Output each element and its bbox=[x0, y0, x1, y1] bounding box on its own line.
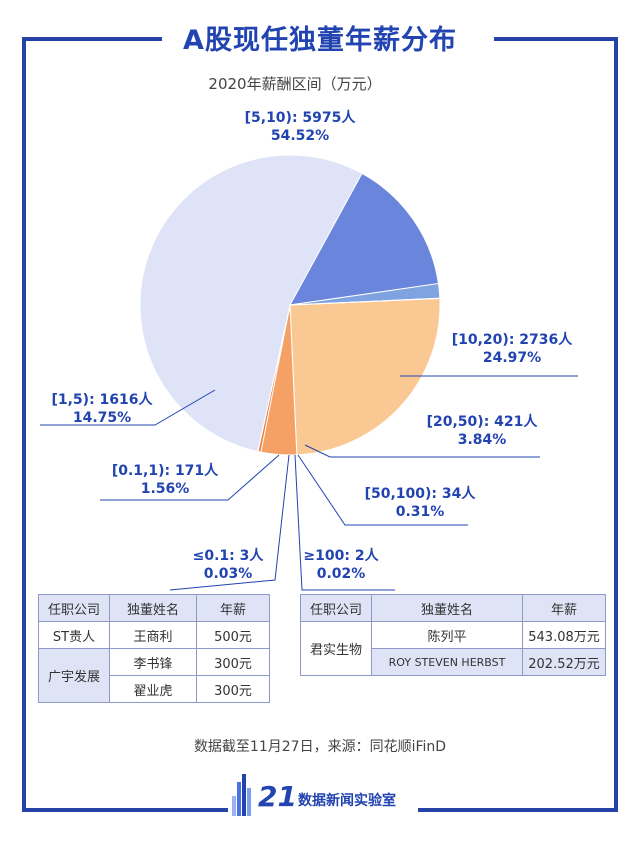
leader-line-[50,100) bbox=[297, 454, 468, 526]
slice-label: [20,50): 421人 bbox=[427, 413, 539, 430]
table-right-header-company: 任职公司 bbox=[300, 594, 372, 622]
pie-slice-[1,5) bbox=[289, 172, 440, 306]
table-right: 任职公司 独董姓名 年薪 君实生物 陈列平 543.08万元 ROY STEVE… bbox=[300, 594, 606, 676]
bar-logo-icon bbox=[232, 774, 251, 816]
chart-subtitle: 2020年薪酬区间（万元） bbox=[208, 75, 382, 93]
table-cell-salary: 202.52万元 bbox=[522, 648, 606, 676]
table-cell-name: ROY STEVEN HERBST bbox=[371, 648, 523, 676]
table-left-header-name: 独董姓名 bbox=[109, 594, 197, 622]
table-row: 广宇发展 李书锋 300元 bbox=[38, 648, 270, 703]
slice-percent-label: 0.03% bbox=[204, 566, 253, 582]
slice-percent-label: 54.52% bbox=[271, 128, 329, 144]
frame-bottom-right bbox=[410, 808, 618, 812]
table-left: 任职公司 独董姓名 年薪 ST贵人 王商利 500元 广宇发展 李书锋 300元… bbox=[38, 594, 270, 703]
table-cell-salary: 300元 bbox=[196, 675, 270, 703]
slice-percent-label: 24.97% bbox=[483, 350, 541, 366]
leader-line-[20,50) bbox=[304, 444, 540, 458]
table-cell-name: 翟业虎 bbox=[109, 675, 197, 703]
slice-percent-label: 0.31% bbox=[396, 504, 445, 520]
table-row: 翟业虎 300元 bbox=[39, 675, 270, 703]
slice-percent-label: 1.56% bbox=[141, 481, 190, 497]
frame-top-left bbox=[22, 37, 162, 41]
table-cell-salary: 543.08万元 bbox=[522, 621, 606, 649]
slice-label: [50,100): 34人 bbox=[365, 485, 477, 502]
table-cell-name: 王商利 bbox=[109, 621, 197, 649]
pie-chart: [5,10): 5975人 54.52% [10,20): 2736人 24.97% [… bbox=[40, 109, 578, 591]
slice-label: [5,10): 5975人 bbox=[245, 109, 357, 126]
slice-label: [1,5): 1616人 bbox=[51, 391, 153, 408]
table-cell-name: 陈列平 bbox=[371, 621, 523, 649]
leader-line-[1,5) bbox=[40, 389, 216, 426]
frame-bottom-left bbox=[22, 808, 234, 812]
table-cell-name: 李书锋 bbox=[109, 648, 197, 676]
slice-percent-label: 0.02% bbox=[317, 566, 366, 582]
frame-left bbox=[22, 37, 26, 810]
pie-slice-[5,10) bbox=[139, 154, 363, 453]
slice-percent-label: 14.75% bbox=[73, 410, 131, 426]
table-cell-salary: 500元 bbox=[196, 621, 270, 649]
slice-label: ≥100: 2人 bbox=[303, 547, 379, 564]
slice-percent-label: 3.84% bbox=[458, 432, 507, 448]
table-row: 君实生物 陈列平 543.08万元 bbox=[300, 621, 606, 676]
leader-line-≤0.1 bbox=[169, 454, 290, 591]
slice-label: ≤0.1: 3人 bbox=[193, 547, 265, 564]
table-cell-company: 广宇发展 bbox=[38, 648, 110, 703]
table-cell-salary: 300元 bbox=[196, 648, 270, 676]
leader-line-≥100 bbox=[294, 454, 395, 591]
table-cell-company: ST贵人 bbox=[38, 621, 110, 649]
table-right-header-name: 独董姓名 bbox=[371, 594, 523, 622]
frame-right bbox=[614, 37, 618, 810]
page-title: A股现任独董年薪分布 bbox=[183, 25, 457, 56]
table-row: ST贵人 王商利 500元 bbox=[38, 621, 270, 649]
table-left-header-salary: 年薪 bbox=[196, 594, 270, 622]
pie-slice-[10,20) bbox=[289, 297, 441, 456]
table-right-header-salary: 年薪 bbox=[522, 594, 606, 622]
table-row: ROY STEVEN HERBST 202.52万元 bbox=[301, 648, 606, 676]
frame-top-right bbox=[494, 37, 618, 41]
source-note: 数据截至11月27日，来源：同花顺iFinD bbox=[193, 739, 447, 755]
brand-logo: 21 数据新闻实验室 bbox=[228, 772, 418, 820]
pie-slice-≤0.1 bbox=[289, 297, 441, 306]
table-cell-company: 君实生物 bbox=[300, 621, 372, 676]
table-left-header-company: 任职公司 bbox=[38, 594, 110, 622]
slice-label: [10,20): 2736人 bbox=[452, 331, 574, 348]
slice-label: [0.1,1): 171人 bbox=[112, 462, 219, 479]
logo-number: 21 bbox=[258, 780, 297, 813]
leader-line-[0.1,1) bbox=[100, 454, 280, 501]
logo-text: 数据新闻实验室 bbox=[298, 793, 396, 809]
